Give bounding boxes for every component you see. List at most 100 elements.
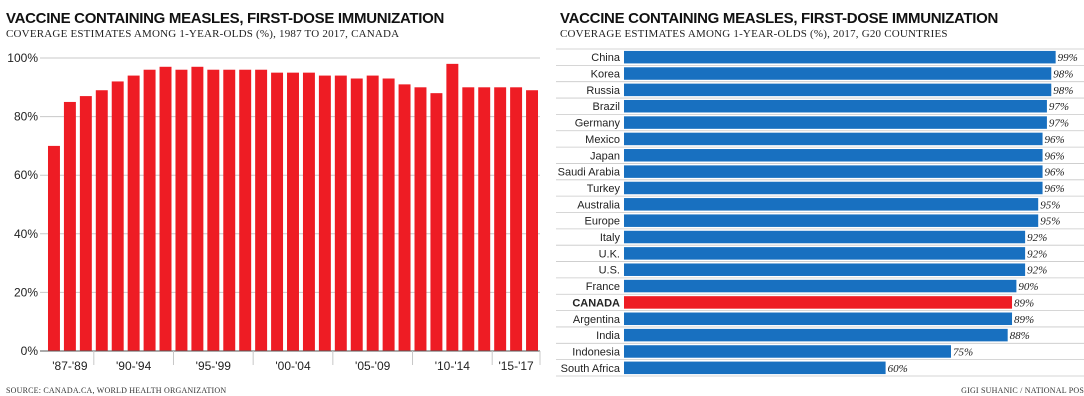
bar-year-2015 — [494, 87, 507, 352]
bar-year-2011 — [430, 93, 443, 351]
right-chart-title: VACCINE CONTAINING MEASLES, FIRST-DOSE I… — [560, 10, 999, 27]
yearly-coverage-chart: 0% 20% 40% 60% 80% 100% '87-'89 '90-'94 '95-'99 '… — [7, 51, 541, 373]
bar-year-1995 — [175, 69, 188, 351]
value-label: 92% — [1027, 232, 1047, 244]
bar-year-2010 — [414, 87, 427, 352]
bar-china — [624, 50, 1056, 64]
category-label: Japan — [590, 150, 620, 162]
bar-turkey — [624, 181, 1043, 195]
bar-italy — [624, 230, 1026, 244]
bar-mexico — [624, 132, 1043, 146]
bar-year-2002 — [287, 72, 299, 352]
value-label: 90% — [1018, 281, 1038, 293]
bar-year-1993 — [143, 69, 156, 351]
bar-year-2003 — [302, 72, 315, 352]
bar-year-1989 — [79, 96, 92, 351]
category-label: China — [591, 52, 621, 64]
left-panel: VACCINE CONTAINING MEASLES, FIRST-DOSE I… — [0, 0, 541, 396]
x-tick-label: '10-'14 — [435, 359, 471, 373]
value-label: 95% — [1040, 216, 1060, 228]
value-label: 98% — [1053, 69, 1073, 81]
category-label: Argentina — [573, 314, 621, 326]
y-tick-label: 20% — [14, 285, 38, 299]
bar-year-1996 — [191, 66, 204, 351]
bar-year-2016 — [510, 87, 523, 352]
category-label: Italy — [600, 232, 621, 244]
g20-coverage-chart: China 99% Korea 98% Russia 98% Brazil 97% German… — [556, 48, 1084, 377]
y-tick-label: 0% — [21, 344, 39, 358]
right-chart-subtitle: COVERAGE ESTIMATES AMONG 1-YEAR-OLDS (%)… — [560, 28, 948, 40]
bar-russia — [624, 83, 1052, 97]
category-label: Indonesia — [572, 346, 621, 358]
bar-year-1987 — [47, 145, 60, 351]
category-label: France — [586, 281, 620, 293]
bar-year-2013 — [462, 87, 475, 352]
value-label: 89% — [1014, 314, 1034, 326]
bar-india — [624, 328, 1008, 342]
bar-france — [624, 279, 1017, 293]
source-note: SOURCE: CANADA.CA, WORLD HEALTH ORGANIZA… — [6, 386, 227, 395]
value-label: 88% — [1010, 330, 1030, 342]
bar-europe — [624, 214, 1039, 227]
value-label: 96% — [1045, 167, 1065, 179]
bar-argentina — [624, 312, 1013, 326]
category-label: U.K. — [599, 248, 620, 260]
value-label: 96% — [1045, 134, 1065, 146]
x-tick-label: '15-'17 — [498, 359, 534, 373]
bar-year-1998 — [223, 69, 236, 351]
bar-year-2001 — [271, 72, 284, 352]
bar-year-2008 — [382, 78, 395, 351]
bar-year-2014 — [478, 87, 491, 352]
bar-brazil — [624, 99, 1047, 113]
value-label: 98% — [1053, 85, 1073, 97]
bar-year-1990 — [95, 90, 108, 351]
category-label: Brazil — [592, 101, 620, 113]
bar-korea — [624, 67, 1052, 80]
bar-year-2007 — [366, 75, 379, 351]
bar-year-2012 — [446, 63, 459, 352]
value-label: 92% — [1027, 248, 1047, 260]
bar-year-2009 — [398, 84, 411, 352]
bar-u-k- — [624, 247, 1026, 260]
value-label: 92% — [1027, 265, 1047, 277]
category-label: Korea — [591, 69, 621, 81]
bar-saudi-arabia — [624, 165, 1043, 178]
left-chart-subtitle: COVERAGE ESTIMATES AMONG 1-YEAR-OLDS (%)… — [6, 28, 400, 40]
x-tick-label: '90-'94 — [116, 359, 152, 373]
category-label: Australia — [577, 199, 621, 211]
y-tick-label: 40% — [14, 227, 38, 241]
bar-u-s- — [624, 263, 1026, 276]
value-label: 96% — [1045, 150, 1065, 162]
bar-indonesia — [624, 345, 951, 358]
bar-year-1988 — [63, 101, 76, 351]
left-chart-title: VACCINE CONTAINING MEASLES, FIRST-DOSE I… — [6, 10, 445, 27]
bar-australia — [624, 198, 1039, 211]
category-label: Mexico — [585, 134, 620, 146]
bar-japan — [624, 149, 1043, 162]
bar-canada — [624, 296, 1013, 309]
x-tick-label: '95-'99 — [196, 359, 232, 373]
bar-year-1992 — [127, 75, 140, 351]
value-label: 97% — [1049, 118, 1069, 130]
bar-year-1994 — [159, 66, 172, 351]
category-label: U.S. — [599, 265, 620, 277]
right-panel: VACCINE CONTAINING MEASLES, FIRST-DOSE I… — [556, 0, 1084, 396]
bar-year-2005 — [334, 75, 347, 351]
y-tick-label: 100% — [7, 51, 38, 65]
bar-year-1999 — [239, 69, 252, 351]
value-label: 96% — [1045, 183, 1065, 195]
bar-year-2000 — [255, 69, 268, 351]
value-label: 60% — [888, 363, 908, 375]
bar-year-1991 — [111, 81, 124, 351]
credit-note: GIGI SUHANIC / NATIONAL POS — [961, 386, 1084, 395]
x-tick-label: '05-'09 — [355, 359, 391, 373]
y-tick-label: 80% — [14, 110, 38, 124]
category-label: India — [596, 330, 621, 342]
value-label: 89% — [1014, 297, 1034, 309]
category-label: CANADA — [572, 297, 620, 309]
category-label: South Africa — [561, 363, 621, 375]
category-label: Saudi Arabia — [558, 167, 621, 179]
bar-year-2006 — [350, 78, 363, 351]
bar-year-2004 — [318, 75, 331, 351]
category-label: Germany — [575, 118, 621, 130]
